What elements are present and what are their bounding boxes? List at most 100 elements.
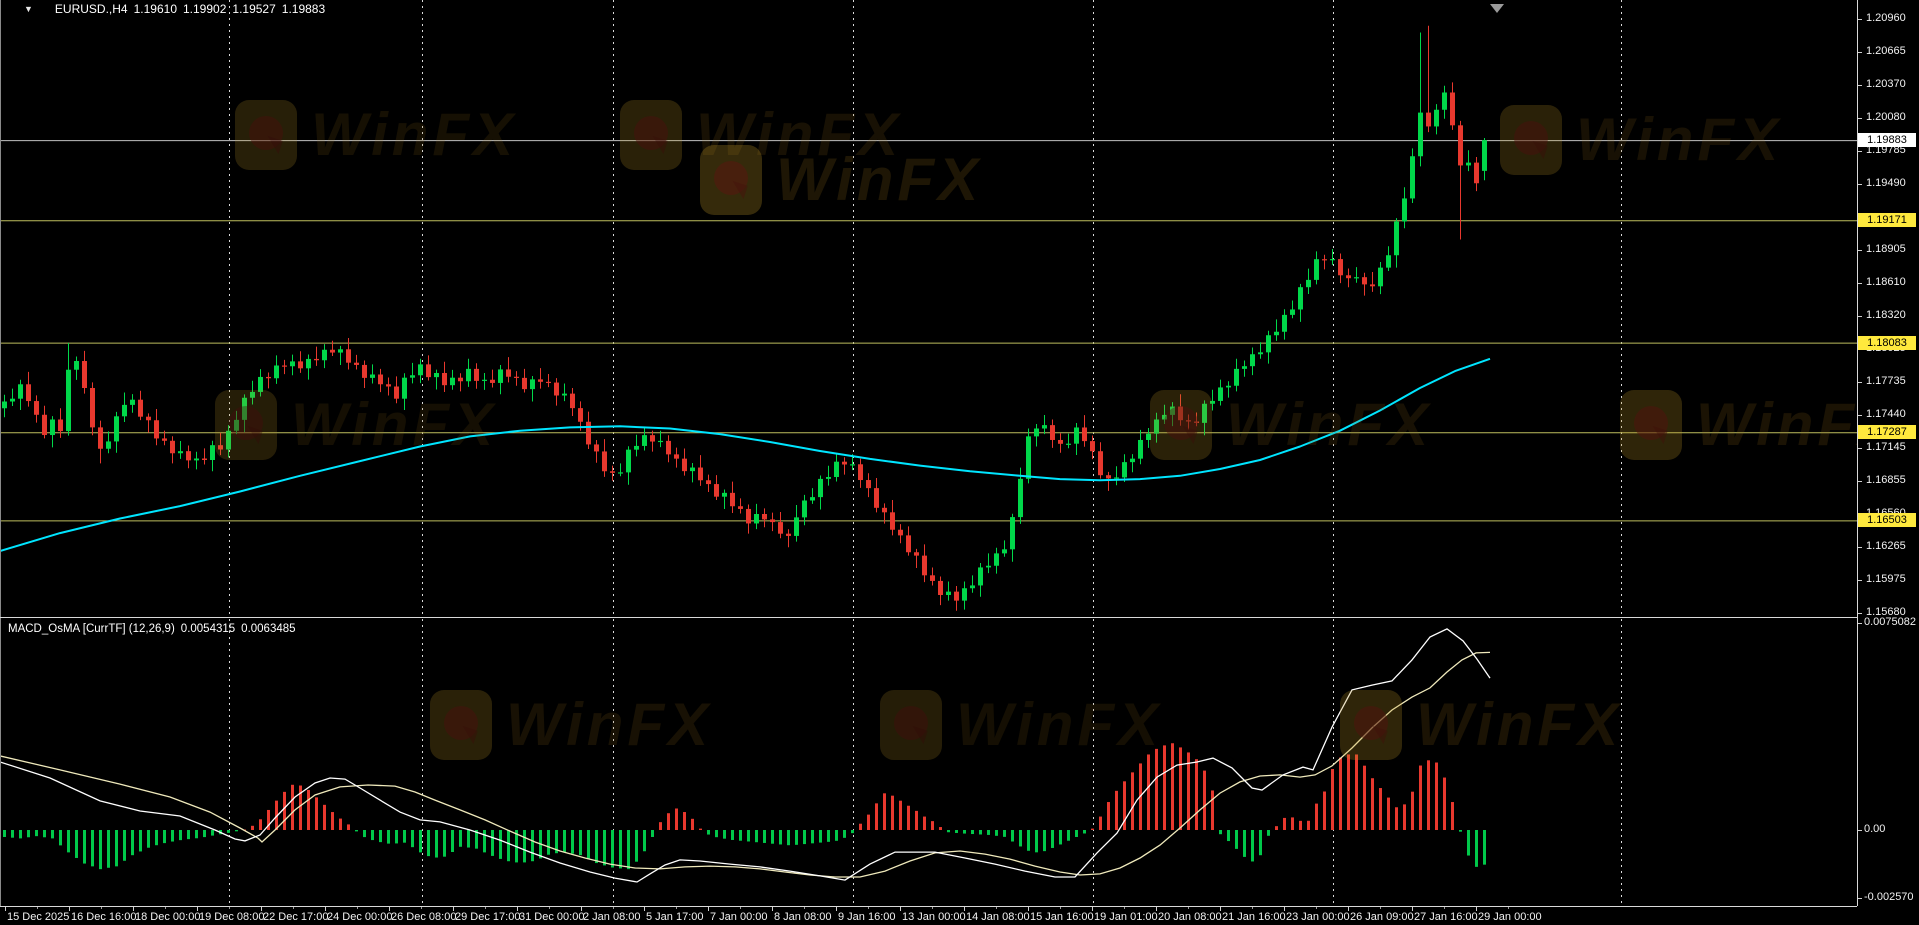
candle: [626, 446, 631, 485]
candle: [1466, 150, 1471, 172]
osma-histogram-bar: [899, 800, 902, 830]
moving-average-line: [0, 357, 1491, 553]
osma-histogram-bar: [275, 800, 278, 830]
candle: [618, 463, 623, 477]
candle: [1210, 389, 1215, 411]
level-price-badge: 1.16503: [1858, 513, 1916, 528]
candle: [1442, 85, 1447, 119]
time-minor-tick: [1508, 907, 1509, 909]
candle: [602, 439, 607, 477]
candle: [586, 411, 591, 449]
candle: [970, 575, 975, 593]
candle: [42, 405, 47, 439]
osma-histogram-bar: [1171, 743, 1174, 830]
price-tick-label: 1.18320: [1866, 309, 1906, 321]
osma-histogram-bar: [107, 830, 110, 868]
macd-scale-label: -0.002570: [1864, 891, 1914, 903]
pane-separator[interactable]: [0, 617, 1919, 618]
candle: [786, 529, 791, 548]
candle: [978, 562, 983, 597]
osma-histogram-bar: [307, 789, 310, 830]
candle: [770, 512, 775, 532]
time-axis[interactable]: 15 Dec 2025 16 Dec 16:00 18 Dec 00:00 19 De…: [0, 907, 1919, 925]
osma-histogram-bar: [259, 819, 262, 830]
price-tick-label: 1.17145: [1866, 441, 1906, 454]
candle: [1002, 540, 1007, 557]
time-minor-tick: [868, 907, 869, 909]
price-tick-mark: [1857, 381, 1862, 383]
candle: [26, 371, 31, 407]
candle: [1298, 283, 1303, 322]
osma-histogram-bar: [387, 830, 390, 844]
candle: [18, 379, 23, 410]
candle: [402, 373, 407, 410]
candle: [658, 430, 663, 448]
time-minor-tick: [932, 907, 933, 909]
osma-histogram-bar: [331, 812, 334, 830]
macd-indicator-pane[interactable]: [0, 619, 1857, 907]
price-tick-mark: [1857, 415, 1862, 416]
price-tick-label: 1.16855: [1866, 473, 1906, 486]
time-tick-label: 2 Jan 08:00: [583, 911, 641, 923]
osma-histogram-bar: [715, 830, 718, 838]
price-tick-mark: [1857, 579, 1862, 581]
candle: [986, 553, 991, 574]
osma-histogram-bar: [459, 830, 462, 847]
osma-histogram-bar: [147, 830, 150, 848]
osma-histogram-bar: [627, 830, 630, 870]
indicator-label: MACD_OsMA [CurrTF] (12,26,9) 0.0054315 0.0…: [8, 623, 302, 635]
osma-histogram-bar: [579, 830, 582, 856]
osma-histogram-bar: [11, 830, 14, 838]
candle: [1218, 379, 1223, 406]
time-tick-mark: [964, 907, 965, 911]
time-minor-tick: [1380, 907, 1381, 909]
time-minor-tick: [1252, 907, 1253, 909]
osma-histogram-bar: [419, 830, 422, 853]
candle: [442, 361, 447, 392]
price-tick-mark: [1857, 250, 1862, 252]
candle: [74, 356, 79, 380]
osma-histogram-bar: [1211, 790, 1214, 830]
time-tick-mark: [1284, 907, 1285, 911]
chevron-down-icon[interactable]: ▼: [24, 4, 33, 14]
candle: [906, 526, 911, 556]
candle: [930, 567, 935, 586]
time-tick-mark: [453, 907, 454, 911]
osma-histogram-bar: [315, 797, 318, 830]
chart-shift-marker-icon[interactable]: [1490, 4, 1504, 13]
candle: [122, 392, 127, 422]
candle: [322, 344, 327, 369]
candle: [1146, 428, 1151, 448]
candle: [714, 475, 719, 501]
time-tick-mark: [581, 907, 582, 911]
candle: [1330, 248, 1335, 265]
symbol-label: EURUSD.,H4: [54, 2, 128, 16]
price-axis[interactable]: 1.20960 1.20665 1.20370 1.20080 1.19785 1.194…: [1857, 0, 1919, 907]
time-tick-label: 13 Jan 00:00: [902, 911, 966, 923]
macd-tick-mark: [1857, 898, 1862, 899]
candle: [1346, 268, 1351, 288]
candle: [114, 411, 119, 453]
candle: [1018, 467, 1023, 524]
osma-histogram-bar: [187, 830, 190, 840]
osma-histogram-bar: [1307, 820, 1310, 830]
ohlc-high: 1.19902: [183, 2, 227, 16]
time-minor-tick: [676, 907, 677, 909]
osma-histogram-bar: [939, 827, 942, 830]
price-tick-mark: [1857, 349, 1862, 351]
candle: [1474, 157, 1479, 192]
price-axis-border: [1857, 0, 1858, 906]
price-tick-mark: [1857, 613, 1862, 614]
time-minor-tick: [1188, 907, 1189, 909]
candle: [234, 410, 239, 435]
candle: [1362, 272, 1367, 296]
candle: [570, 388, 575, 416]
price-tick-mark: [1857, 85, 1862, 87]
osma-histogram-bar: [1219, 830, 1222, 835]
osma-histogram-bar: [1027, 830, 1030, 851]
price-tick-label: 1.20370: [1866, 78, 1906, 91]
price-tick-label: 1.17735: [1866, 374, 1906, 387]
price-chart-pane[interactable]: [0, 0, 1857, 618]
candle: [642, 427, 647, 451]
candle: [914, 548, 919, 568]
